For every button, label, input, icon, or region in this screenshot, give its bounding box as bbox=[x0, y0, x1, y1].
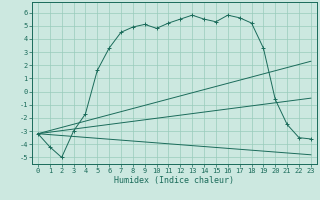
X-axis label: Humidex (Indice chaleur): Humidex (Indice chaleur) bbox=[115, 176, 234, 185]
